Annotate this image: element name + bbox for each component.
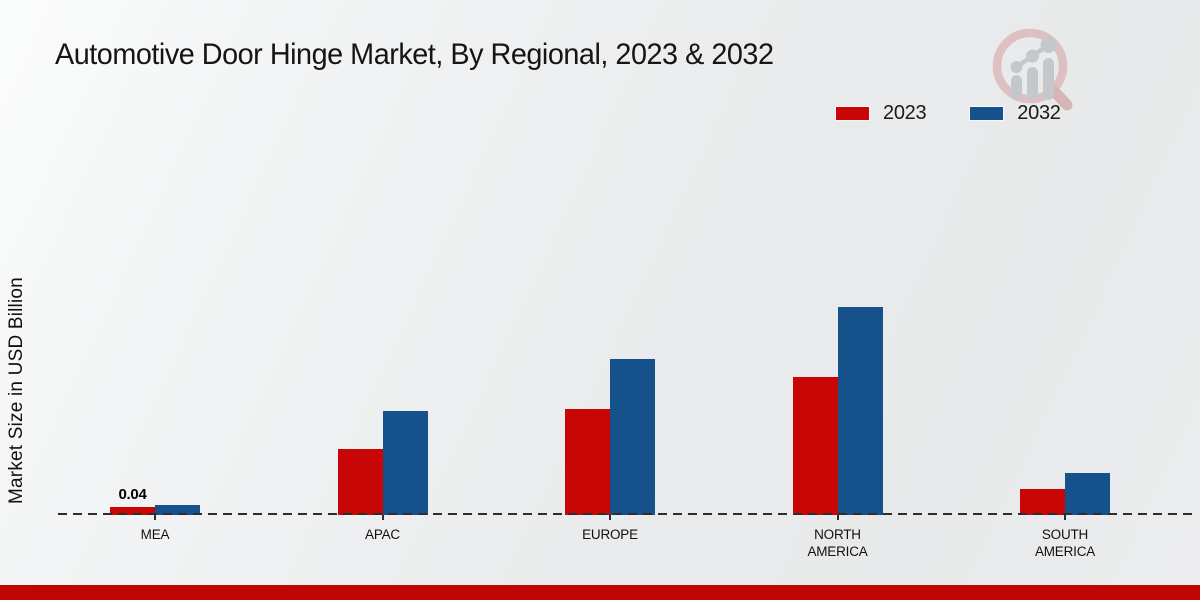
bar-2032-south-america: [1065, 473, 1110, 515]
x-axis-label-mea: MEA: [140, 527, 170, 542]
bar-2023-mea: [110, 507, 155, 515]
chart-title: Automotive Door Hinge Market, By Regiona…: [55, 38, 774, 71]
legend-swatch-2023: [836, 107, 869, 120]
footer-accent-bar: [0, 585, 1200, 600]
bar-2032-mea: [155, 505, 200, 515]
x-axis-tick-south-america: [1064, 515, 1066, 520]
legend-item-2023: 2023: [836, 102, 927, 125]
legend-swatch-2032: [970, 107, 1004, 120]
x-axis-baseline: [58, 513, 1192, 515]
magnifier-bar-chart-logo-icon: [992, 28, 1073, 111]
x-axis-label-europe: EUROPE: [582, 527, 638, 542]
x-axis-label-north-america: NORTH AMERICA: [807, 527, 868, 559]
bar-2023-north-america: [792, 377, 838, 515]
bar-2032-apac: [382, 411, 428, 515]
bar-2023-south-america: [1020, 489, 1065, 515]
x-axis-tick-mea: [154, 515, 156, 520]
bar-2032-north-america: [837, 307, 883, 515]
x-axis-tick-europe: [609, 515, 611, 520]
bar-2032-europe: [610, 359, 655, 515]
x-axis-tick-north-america: [836, 515, 839, 520]
bar-2023-europe: [565, 409, 610, 515]
x-axis-label-apac: APAC: [365, 527, 400, 542]
legend: 2023 2032: [836, 102, 1061, 125]
bar-2023-apac: [337, 449, 383, 515]
x-axis-label-south-america: SOUTH AMERICA: [1034, 527, 1096, 559]
legend-item-2032: 2032: [970, 102, 1061, 125]
x-axis-tick-apac: [381, 515, 384, 520]
legend-label-2023: 2023: [883, 102, 927, 124]
data-label-2023-mea: 0.04: [118, 486, 147, 503]
legend-label-2032: 2032: [1017, 102, 1061, 124]
